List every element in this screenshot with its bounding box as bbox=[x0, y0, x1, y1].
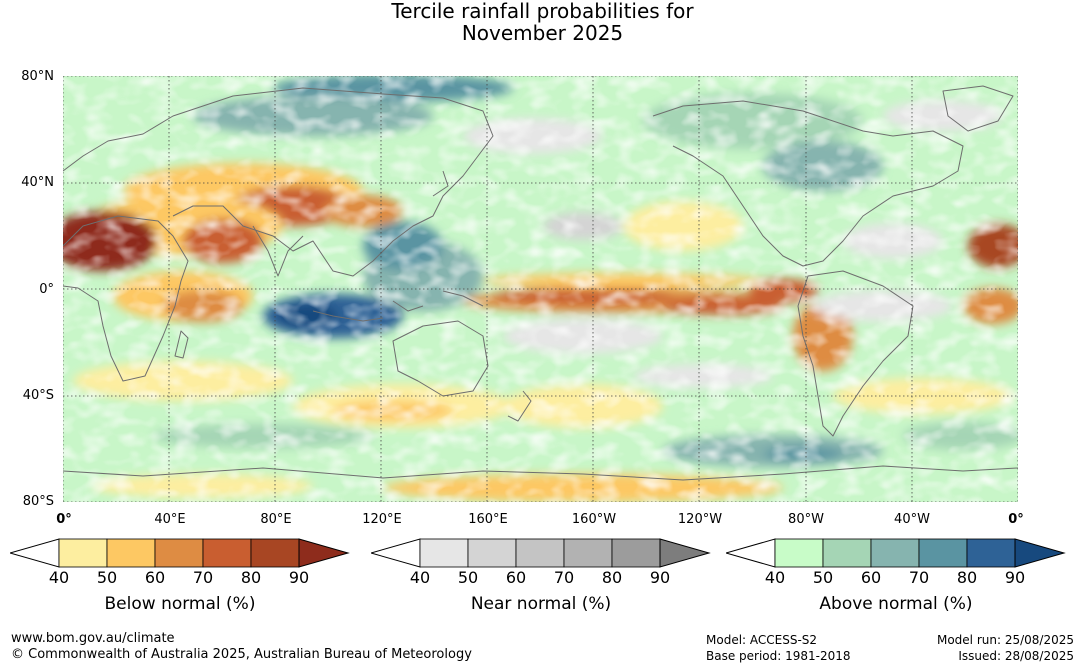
lon-label-40w: 40°W bbox=[894, 512, 930, 527]
coastlines bbox=[63, 85, 1018, 481]
colorbar-cell bbox=[467, 538, 517, 568]
colorbar-cell bbox=[822, 538, 872, 568]
lon-label-120e: 120°E bbox=[362, 512, 402, 527]
legend-tick: 70 bbox=[908, 568, 930, 587]
legend-tick: 50 bbox=[457, 568, 479, 587]
legend-caption-below: Below normal (%) bbox=[104, 594, 256, 614]
legend-tick: 40 bbox=[764, 568, 786, 587]
colorbar-cell bbox=[202, 538, 252, 568]
copyright-text: © Commonwealth of Australia 2025, Austra… bbox=[11, 647, 472, 662]
colorbar-cell bbox=[870, 538, 920, 568]
legend-tick: 60 bbox=[144, 568, 166, 587]
legend-tick: 40 bbox=[409, 568, 431, 587]
colorbar-cell bbox=[106, 538, 156, 568]
map-svg bbox=[63, 76, 1018, 502]
colorbar-cell bbox=[58, 538, 108, 568]
rainfall-probability-map bbox=[63, 76, 1018, 502]
legend-tick: 50 bbox=[96, 568, 118, 587]
legend-tick: 70 bbox=[553, 568, 575, 587]
lon-label-40e: 40°E bbox=[154, 512, 186, 527]
colorbar-cell bbox=[918, 538, 968, 568]
title-line-2: November 2025 bbox=[461, 21, 624, 45]
legend-tick: 60 bbox=[860, 568, 882, 587]
lat-label-40n: 40°N bbox=[21, 175, 54, 190]
colorbar-cell bbox=[563, 538, 613, 568]
lon-label-160w: 160°W bbox=[571, 512, 617, 527]
colorbar-cell bbox=[515, 538, 565, 568]
model-run-date: Model run: 25/08/2025 bbox=[936, 633, 1074, 647]
colorbar-cell bbox=[611, 538, 661, 568]
legend-tick: 70 bbox=[192, 568, 214, 587]
legend-tick: 90 bbox=[649, 568, 671, 587]
lat-label-80n: 80°N bbox=[21, 69, 54, 84]
lon-label-80w: 80°W bbox=[788, 512, 824, 527]
model-name: Model: ACCESS-S2 bbox=[706, 633, 818, 647]
legend-tick: 60 bbox=[505, 568, 527, 587]
graticule bbox=[63, 76, 1018, 502]
legend-below-normal: 40 50 60 70 80 90 Below normal (%) bbox=[10, 538, 350, 614]
legend-near-normal: 40 50 60 70 80 90 Near normal (%) bbox=[371, 538, 711, 614]
issued-date: Issued: 28/08/2025 bbox=[958, 649, 1074, 663]
lon-label-0-left: 0° bbox=[56, 512, 72, 527]
lon-label-0-right: 0° bbox=[1008, 512, 1024, 527]
legend-caption-near: Near normal (%) bbox=[470, 594, 612, 614]
lon-label-120w: 120°W bbox=[677, 512, 723, 527]
legend-caption-above: Above normal (%) bbox=[819, 594, 973, 614]
title-line-1: Tercile rainfall probabilities for bbox=[391, 0, 694, 23]
lat-label-40s: 40°S bbox=[22, 388, 54, 403]
colorbar-cell bbox=[966, 538, 1016, 568]
colorbar-above bbox=[726, 538, 1066, 568]
legend-tick: 40 bbox=[48, 568, 70, 587]
colorbar-below bbox=[10, 538, 350, 568]
legend-tick: 80 bbox=[240, 568, 262, 587]
legend-tick: 80 bbox=[601, 568, 623, 587]
base-period: Base period: 1981-2018 bbox=[706, 649, 851, 663]
legend-above-normal: 40 50 60 70 80 90 Above normal (%) bbox=[726, 538, 1066, 614]
legend-tick: 80 bbox=[956, 568, 978, 587]
legend-tick: 90 bbox=[1004, 568, 1026, 587]
lon-label-160e: 160°E bbox=[468, 512, 508, 527]
colorbar-cell bbox=[774, 538, 824, 568]
lon-label-80e: 80°E bbox=[260, 512, 292, 527]
colorbar-cell bbox=[419, 538, 469, 568]
website-link[interactable]: www.bom.gov.au/climate bbox=[11, 631, 175, 646]
colorbar-near bbox=[371, 538, 711, 568]
colorbar-cell bbox=[250, 538, 300, 568]
lat-label-80s: 80°S bbox=[22, 494, 54, 509]
colorbar-cell bbox=[154, 538, 204, 568]
map-title: Tercile rainfall probabilities for Novem… bbox=[0, 0, 1085, 44]
lat-label-0: 0° bbox=[39, 282, 54, 297]
legend-tick: 50 bbox=[812, 568, 834, 587]
legend-tick: 90 bbox=[288, 568, 310, 587]
